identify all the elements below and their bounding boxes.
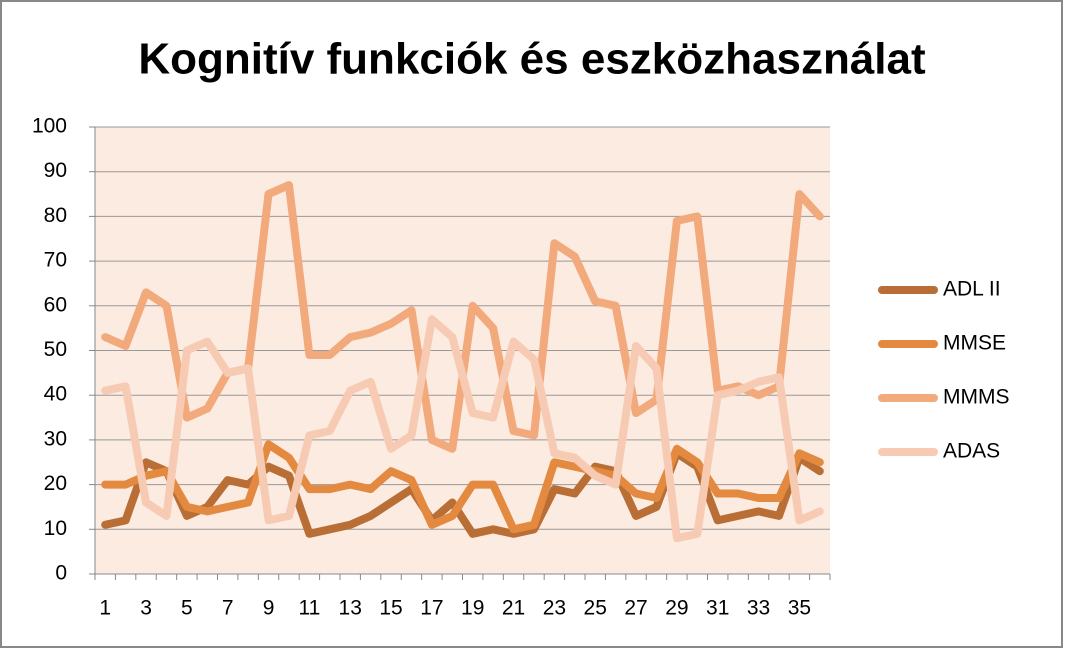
x-tick-label: 33 xyxy=(747,597,770,620)
y-tick-label: 30 xyxy=(44,427,67,450)
y-tick-label: 10 xyxy=(44,517,67,540)
y-tick-label: 90 xyxy=(44,159,67,182)
x-tick-label: 5 xyxy=(181,597,193,620)
x-tick-label: 19 xyxy=(461,597,484,620)
x-tick-label: 21 xyxy=(502,597,525,620)
y-tick-label: 40 xyxy=(44,383,67,406)
y-tick-label: 0 xyxy=(55,562,67,585)
x-tick-label: 15 xyxy=(379,597,402,620)
x-tick-label: 25 xyxy=(584,597,607,620)
legend-label: MMSE xyxy=(943,332,1006,355)
x-tick-label: 3 xyxy=(140,597,152,620)
x-tick-label: 29 xyxy=(665,597,688,620)
x-tick-label: 13 xyxy=(339,597,362,620)
y-tick-label: 20 xyxy=(44,472,67,495)
x-tick-label: 31 xyxy=(706,597,729,620)
legend-label: ADL II xyxy=(943,278,1001,301)
legend-label: MMMS xyxy=(943,386,1010,409)
y-tick-label: 80 xyxy=(44,204,67,227)
x-tick-label: 11 xyxy=(298,597,320,620)
series-line xyxy=(101,315,824,543)
series-line xyxy=(101,449,824,538)
y-tick-label: 70 xyxy=(44,249,67,272)
y-tick-label: 60 xyxy=(44,293,67,316)
series-line xyxy=(101,440,824,534)
x-tick-label: 35 xyxy=(788,597,811,620)
x-tick-label: 9 xyxy=(263,597,275,620)
x-tick-label: 23 xyxy=(543,597,566,620)
legend-label: ADAS xyxy=(943,440,1000,463)
y-tick-label: 100 xyxy=(32,115,67,138)
y-tick-label: 50 xyxy=(44,338,67,361)
x-tick-label: 17 xyxy=(420,597,443,620)
x-tick-label: 27 xyxy=(624,597,647,620)
x-tick-label: 1 xyxy=(99,597,111,620)
chart-title: Kognitív funkciók és eszközhasználat xyxy=(138,35,926,84)
x-tick-label: 7 xyxy=(222,597,234,620)
